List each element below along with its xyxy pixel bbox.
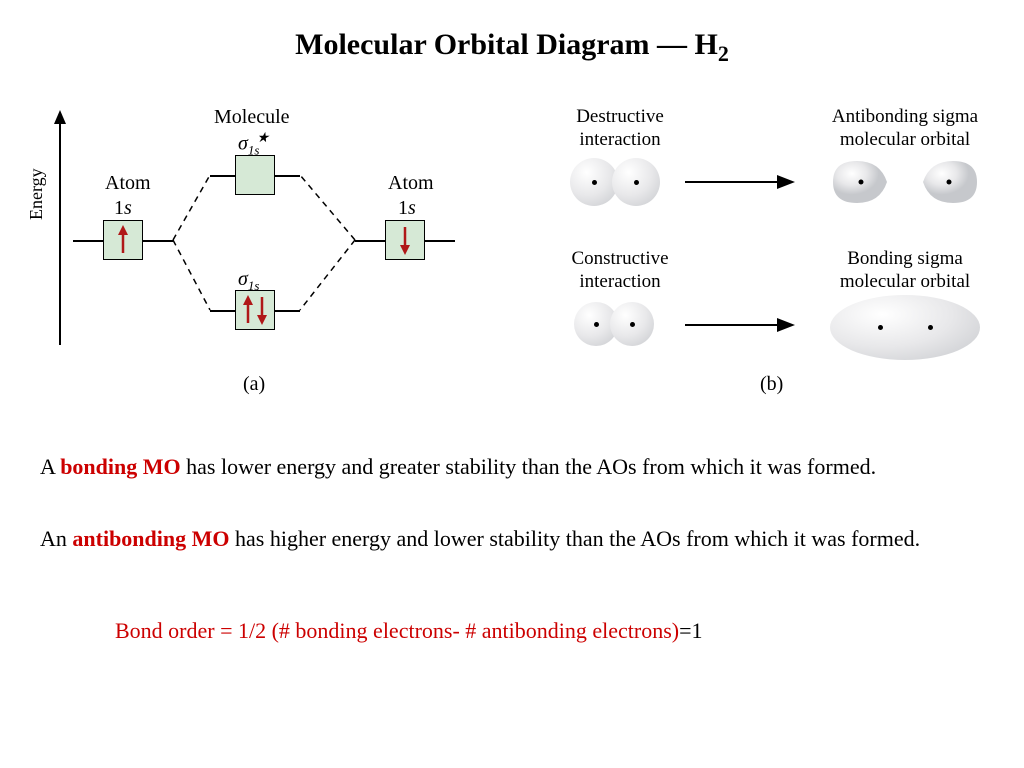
paragraph-bonding: A bonding MO has lower energy and greate… <box>40 452 980 482</box>
antibonding-orbital <box>825 155 985 210</box>
destructive-label: Destructiveinteraction <box>550 106 690 152</box>
panel-a: Energy Molecule Atom Atom σ1s★ σ1s 1s 1s <box>20 100 500 420</box>
correlation-lines <box>20 100 500 380</box>
sphere-right-1 <box>612 158 660 206</box>
title-text: Molecular Orbital Diagram — H <box>295 28 718 61</box>
panel-a-caption: (a) <box>243 373 265 396</box>
title-sub: 2 <box>718 41 729 66</box>
sphere-left-1 <box>570 158 618 206</box>
paragraph-antibonding: An antibonding MO has higher energy and … <box>40 524 980 554</box>
bond-order-formula: Bond order = 1/2 (# bonding electrons- #… <box>115 618 703 644</box>
page-title: Molecular Orbital Diagram — H2 <box>0 0 1024 67</box>
bonding-label: Bonding sigmamolecular orbital <box>810 248 1000 294</box>
diagram-area: Energy Molecule Atom Atom σ1s★ σ1s 1s 1s <box>0 100 1024 430</box>
antibonding-mo-term: antibonding MO <box>72 526 229 551</box>
arrow-icon <box>685 315 795 335</box>
bonding-mo-term: bonding MO <box>60 454 180 479</box>
arrow-icon <box>685 172 795 192</box>
panel-b: Destructiveinteraction Antibonding sigma… <box>530 100 1005 420</box>
sphere-right-2 <box>610 302 654 346</box>
panel-b-caption: (b) <box>760 373 783 396</box>
constructive-label: Constructiveinteraction <box>550 248 690 294</box>
antibonding-label: Antibonding sigmamolecular orbital <box>810 106 1000 152</box>
bonding-orbital <box>830 295 980 360</box>
